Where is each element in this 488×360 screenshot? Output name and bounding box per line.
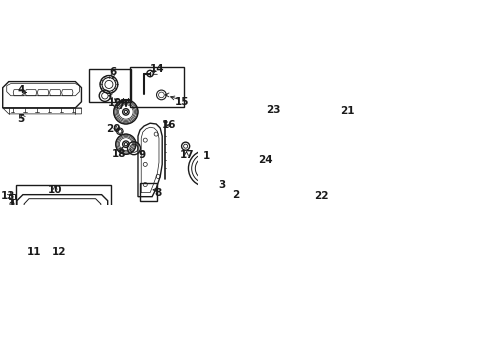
Text: 4: 4	[17, 85, 24, 95]
Text: 19: 19	[107, 98, 122, 108]
Text: 6: 6	[109, 67, 116, 77]
Text: 2: 2	[232, 190, 239, 200]
Text: 15: 15	[174, 97, 188, 107]
Text: 11: 11	[26, 247, 41, 257]
Bar	[9, 194, 15, 199]
Text: 23: 23	[265, 105, 280, 115]
Text: 12: 12	[52, 247, 66, 257]
Text: 13: 13	[0, 191, 15, 201]
Text: 16: 16	[162, 120, 176, 130]
Text: 24: 24	[257, 155, 272, 165]
Text: 10: 10	[48, 185, 62, 195]
Text: 18: 18	[111, 149, 125, 159]
Bar	[88, 69, 131, 102]
Text: 22: 22	[314, 191, 328, 201]
Bar	[257, 106, 355, 195]
Bar	[130, 67, 184, 107]
Text: 3: 3	[218, 180, 225, 190]
Text: 1: 1	[203, 151, 210, 161]
Text: 8: 8	[154, 188, 162, 198]
Text: 5: 5	[17, 114, 24, 124]
Text: 21: 21	[339, 106, 354, 116]
Text: 20: 20	[105, 124, 120, 134]
Bar	[16, 185, 111, 247]
Text: 7: 7	[117, 101, 124, 111]
Bar	[140, 183, 157, 201]
Text: 14: 14	[150, 64, 164, 75]
Text: 17: 17	[180, 150, 194, 161]
Text: 9: 9	[138, 150, 145, 161]
